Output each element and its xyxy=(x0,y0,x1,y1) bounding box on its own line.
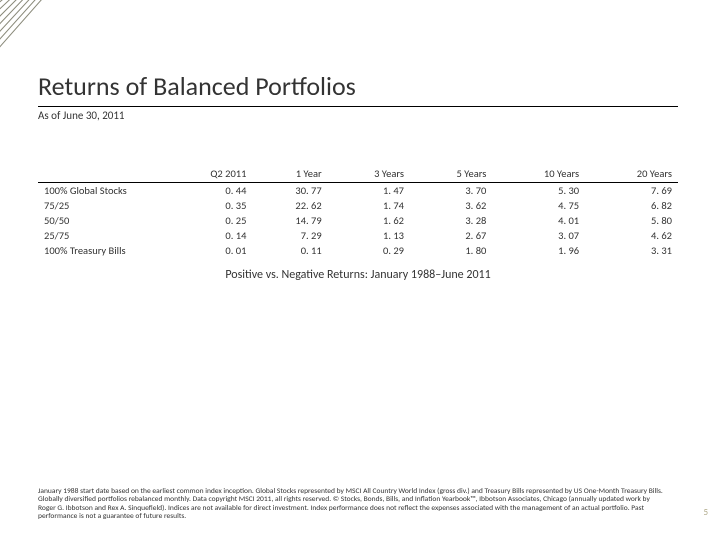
col-header: 3 Years xyxy=(328,165,410,183)
table-row: 75/25 0. 35 22. 62 1. 74 3. 62 4. 75 6. … xyxy=(38,198,678,213)
cell: 0. 14 xyxy=(158,228,252,243)
cell: 3. 07 xyxy=(492,228,585,243)
cell: 3. 70 xyxy=(410,183,492,199)
cell: 4. 01 xyxy=(492,213,585,228)
page-title: Returns of Balanced Portfolios xyxy=(38,70,356,102)
cell: 7. 29 xyxy=(252,228,327,243)
col-header: 10 Years xyxy=(492,165,585,183)
disclaimer-text: January 1988 start date based on the ear… xyxy=(38,488,668,523)
corner-graphic xyxy=(0,0,90,60)
cell: 1. 96 xyxy=(492,243,585,258)
cell: 5. 80 xyxy=(585,213,678,228)
row-label: 100% Global Stocks xyxy=(38,183,158,199)
table-row: 100% Global Stocks 0. 44 30. 77 1. 47 3.… xyxy=(38,183,678,199)
col-header: 1 Year xyxy=(252,165,327,183)
cell: 22. 62 xyxy=(252,198,327,213)
cell: 0. 01 xyxy=(158,243,252,258)
slide: Returns of Balanced Portfolios As of Jun… xyxy=(0,0,720,540)
col-header: Q2 2011 xyxy=(158,165,252,183)
returns-table: Q2 2011 1 Year 3 Years 5 Years 10 Years … xyxy=(38,165,678,258)
cell: 3. 62 xyxy=(410,198,492,213)
subtitle: As of June 30, 2011 xyxy=(38,106,678,122)
col-header xyxy=(38,165,158,183)
cell: 30. 77 xyxy=(252,183,327,199)
cell: 4. 62 xyxy=(585,228,678,243)
table-row: 100% Treasury Bills 0. 01 0. 11 0. 29 1.… xyxy=(38,243,678,258)
cell: 2. 67 xyxy=(410,228,492,243)
col-header: 5 Years xyxy=(410,165,492,183)
page-number: 5 xyxy=(703,507,708,518)
table-row: 50/50 0. 25 14. 79 1. 62 3. 28 4. 01 5. … xyxy=(38,213,678,228)
row-label: 50/50 xyxy=(38,213,158,228)
cell: 7. 69 xyxy=(585,183,678,199)
col-header: 20 Years xyxy=(585,165,678,183)
cell: 0. 29 xyxy=(328,243,410,258)
cell: 14. 79 xyxy=(252,213,327,228)
row-label: 25/75 xyxy=(38,228,158,243)
cell: 5. 30 xyxy=(492,183,585,199)
cell: 0. 35 xyxy=(158,198,252,213)
cell: 0. 44 xyxy=(158,183,252,199)
cell: 0. 25 xyxy=(158,213,252,228)
cell: 3. 28 xyxy=(410,213,492,228)
table-header-row: Q2 2011 1 Year 3 Years 5 Years 10 Years … xyxy=(38,165,678,183)
table-row: 25/75 0. 14 7. 29 1. 13 2. 67 3. 07 4. 6… xyxy=(38,228,678,243)
chart-caption: Positive vs. Negative Returns: January 1… xyxy=(38,268,678,282)
cell: 1. 13 xyxy=(328,228,410,243)
cell: 4. 75 xyxy=(492,198,585,213)
cell: 6. 82 xyxy=(585,198,678,213)
row-label: 100% Treasury Bills xyxy=(38,243,158,258)
cell: 3. 31 xyxy=(585,243,678,258)
cell: 1. 62 xyxy=(328,213,410,228)
cell: 0. 11 xyxy=(252,243,327,258)
row-label: 75/25 xyxy=(38,198,158,213)
cell: 1. 80 xyxy=(410,243,492,258)
cell: 1. 74 xyxy=(328,198,410,213)
cell: 1. 47 xyxy=(328,183,410,199)
